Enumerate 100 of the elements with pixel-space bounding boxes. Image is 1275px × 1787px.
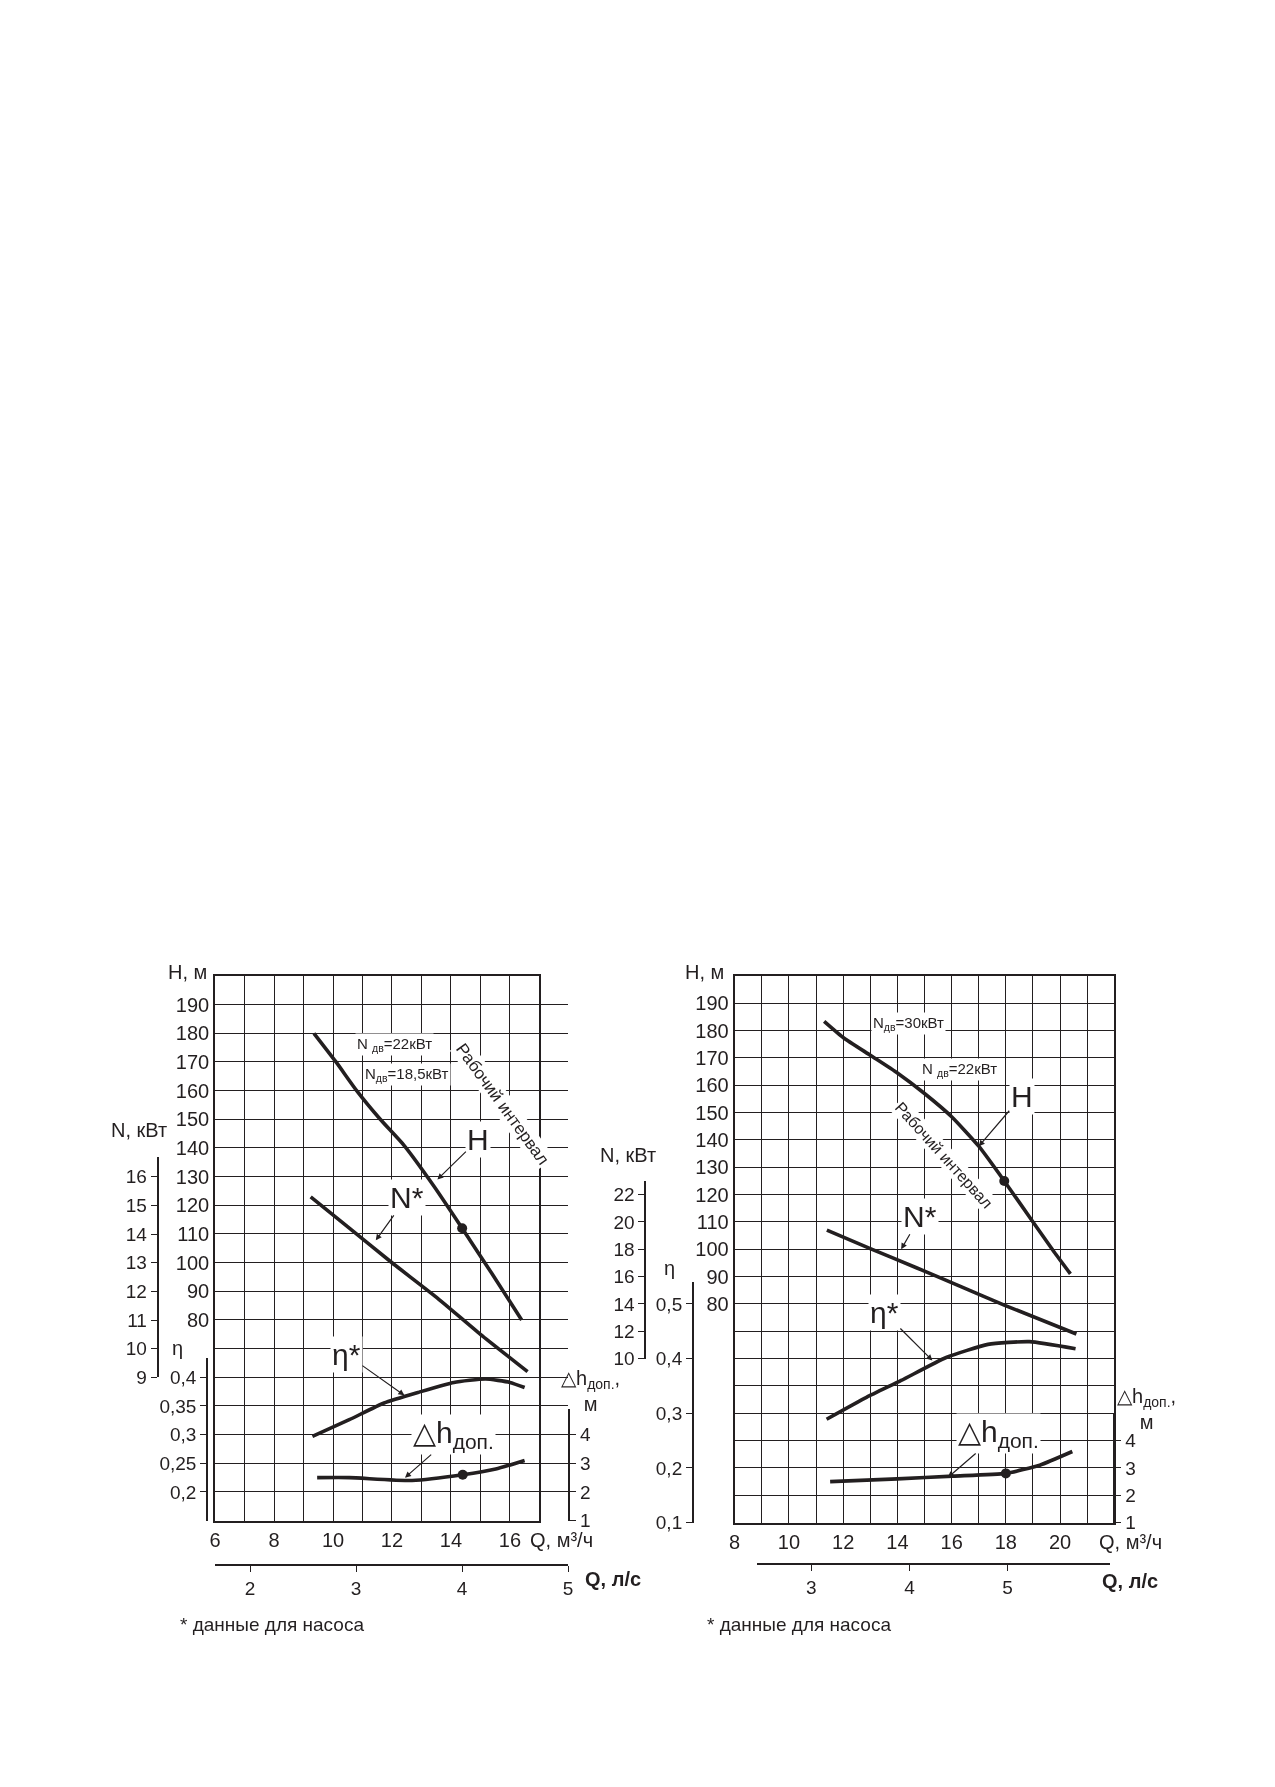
x-tick-label: 20 xyxy=(1048,1530,1072,1553)
y-tick-label: 190 xyxy=(695,992,729,1015)
annotation: N $_{дв}$=22кВт xyxy=(357,1035,433,1055)
y3-axis-title: η xyxy=(664,1257,676,1279)
y-tick-label: 130 xyxy=(695,1156,729,1179)
y-tick-label: 4 xyxy=(579,1424,591,1446)
y2-tick-label: 18 xyxy=(613,1238,635,1260)
y3-tick-label: 0,4 xyxy=(655,1348,683,1370)
y3-tick-label: 0,35 xyxy=(159,1395,197,1417)
y-tick-label: 4 xyxy=(1125,1430,1137,1452)
line-series xyxy=(825,1228,1079,1336)
y-tick-label: 80 xyxy=(186,1308,210,1331)
y-tick-label: 120 xyxy=(175,1194,210,1217)
y3-tick-label: 0,3 xyxy=(655,1402,683,1424)
y-tick-label: 100 xyxy=(175,1251,210,1274)
annotation: N* xyxy=(390,1181,424,1214)
y-tick-label: 90 xyxy=(186,1280,210,1303)
y-tick-label: 80 xyxy=(706,1292,729,1315)
annotation: H xyxy=(1011,1080,1033,1113)
x-axis-title: Q, м³/ч xyxy=(1099,1531,1163,1553)
y3-axis-title: η xyxy=(172,1337,184,1359)
y2-tick-label: 10 xyxy=(125,1338,147,1360)
y2-tick-label: 12 xyxy=(125,1281,147,1303)
annotation: N* xyxy=(903,1200,937,1233)
y2-tick-label: 11 xyxy=(127,1309,147,1331)
y2-tick-label: 12 xyxy=(613,1320,635,1342)
x2-axis-title: Q, л/с xyxy=(585,1568,642,1590)
x2-tick-label: 2 xyxy=(244,1578,256,1600)
y3-tick-label: 0,25 xyxy=(159,1452,197,1474)
x2-tick-label: 4 xyxy=(904,1577,916,1599)
x-tick-label: 10 xyxy=(777,1530,801,1553)
x-axis-title: Q, м³/ч xyxy=(530,1529,594,1551)
y3-tick-label: 0,2 xyxy=(655,1457,683,1479)
y-axis-title: H, м xyxy=(685,961,725,983)
y-tick-label: 120 xyxy=(695,1183,729,1206)
y-tick-label: 110 xyxy=(696,1210,729,1233)
y2-tick-label: 15 xyxy=(125,1195,147,1217)
x-tick-label: 14 xyxy=(439,1528,463,1551)
annotation: N$_{дв}$=30кВт xyxy=(873,1014,945,1034)
y-tick-label: 1 xyxy=(1125,1512,1136,1534)
y2-axis-title: N, кВт xyxy=(600,1144,657,1166)
y3-tick-label: 0,1 xyxy=(655,1512,683,1534)
y-tick-label: 140 xyxy=(175,1136,210,1159)
annotation: η* xyxy=(870,1296,899,1329)
y-tick-label: 150 xyxy=(695,1101,729,1124)
line-series xyxy=(824,1339,1078,1422)
y2-tick-label: 9 xyxy=(136,1366,147,1388)
annotation: △h$_{доп.}$ xyxy=(413,1416,494,1454)
y-tick-label: 1 xyxy=(579,1510,591,1532)
x2-tick-label: 3 xyxy=(350,1578,362,1600)
y-tick-label: 180 xyxy=(695,1019,729,1042)
x-tick-label: 16 xyxy=(940,1530,963,1553)
annotation: N$_{дв}$=18,5кВт xyxy=(365,1065,449,1085)
y-tick-label: 130 xyxy=(175,1165,210,1188)
y2-axis-title: N, кВт xyxy=(111,1119,168,1141)
y-tick-label: 150 xyxy=(175,1108,210,1131)
y3-tick-label: 0,4 xyxy=(170,1366,197,1388)
y-tick-label: 160 xyxy=(175,1079,210,1102)
x-tick-label: 10 xyxy=(321,1528,345,1551)
y-axis-title: △h$_{доп.}$, м xyxy=(1117,1385,1177,1433)
text: * данные для насоса xyxy=(707,1614,892,1635)
y2-tick-label: 14 xyxy=(613,1293,636,1315)
y3-tick-label: 0,3 xyxy=(170,1424,197,1446)
x-tick-label: 6 xyxy=(209,1528,221,1551)
y2-tick-label: 16 xyxy=(613,1266,635,1288)
y-tick-label: 3 xyxy=(1125,1457,1136,1479)
x2-tick-label: 5 xyxy=(1002,1577,1013,1599)
x-tick-label: 18 xyxy=(994,1530,1017,1553)
y2-tick-label: 22 xyxy=(613,1184,635,1206)
annotation: N $_{дв}$=22кВт xyxy=(922,1060,998,1080)
x-tick-label: 12 xyxy=(832,1530,855,1553)
y-tick-label: 100 xyxy=(695,1238,729,1261)
annotation: △h$_{доп.}$ xyxy=(958,1415,1039,1453)
annotation: η* xyxy=(332,1338,361,1371)
y-tick-label: 2 xyxy=(1125,1484,1136,1506)
y-tick-label: 180 xyxy=(175,1022,210,1045)
x-tick-label: 16 xyxy=(498,1528,522,1551)
x-tick-label: 8 xyxy=(729,1530,741,1553)
y3-tick-label: 0,2 xyxy=(170,1481,197,1503)
x2-tick-label: 4 xyxy=(456,1578,468,1600)
y-tick-label: 170 xyxy=(175,1050,210,1073)
y-tick-label: 160 xyxy=(695,1074,729,1097)
y-tick-label: 110 xyxy=(177,1222,210,1245)
x2-tick-label: 3 xyxy=(806,1577,817,1599)
y-axis-title: △h$_{доп.}$, м xyxy=(561,1367,621,1415)
y2-tick-label: 20 xyxy=(613,1211,635,1233)
y-axis-title: H, м xyxy=(168,961,208,983)
y-tick-label: 170 xyxy=(695,1046,729,1069)
x2-axis-title: Q, л/с xyxy=(1102,1570,1159,1592)
y-tick-label: 2 xyxy=(579,1481,591,1503)
y-tick-label: 3 xyxy=(579,1452,591,1474)
text: * данные для насоса xyxy=(180,1614,365,1635)
x2-tick-label: 5 xyxy=(562,1578,574,1600)
annotation: H xyxy=(467,1123,489,1156)
y2-tick-label: 13 xyxy=(125,1252,147,1274)
x-tick-label: 8 xyxy=(268,1528,280,1551)
y3-tick-label: 0,5 xyxy=(655,1293,683,1315)
y2-tick-label: 16 xyxy=(125,1166,147,1188)
x-tick-label: 12 xyxy=(380,1528,404,1551)
y-tick-label: 140 xyxy=(695,1128,729,1151)
